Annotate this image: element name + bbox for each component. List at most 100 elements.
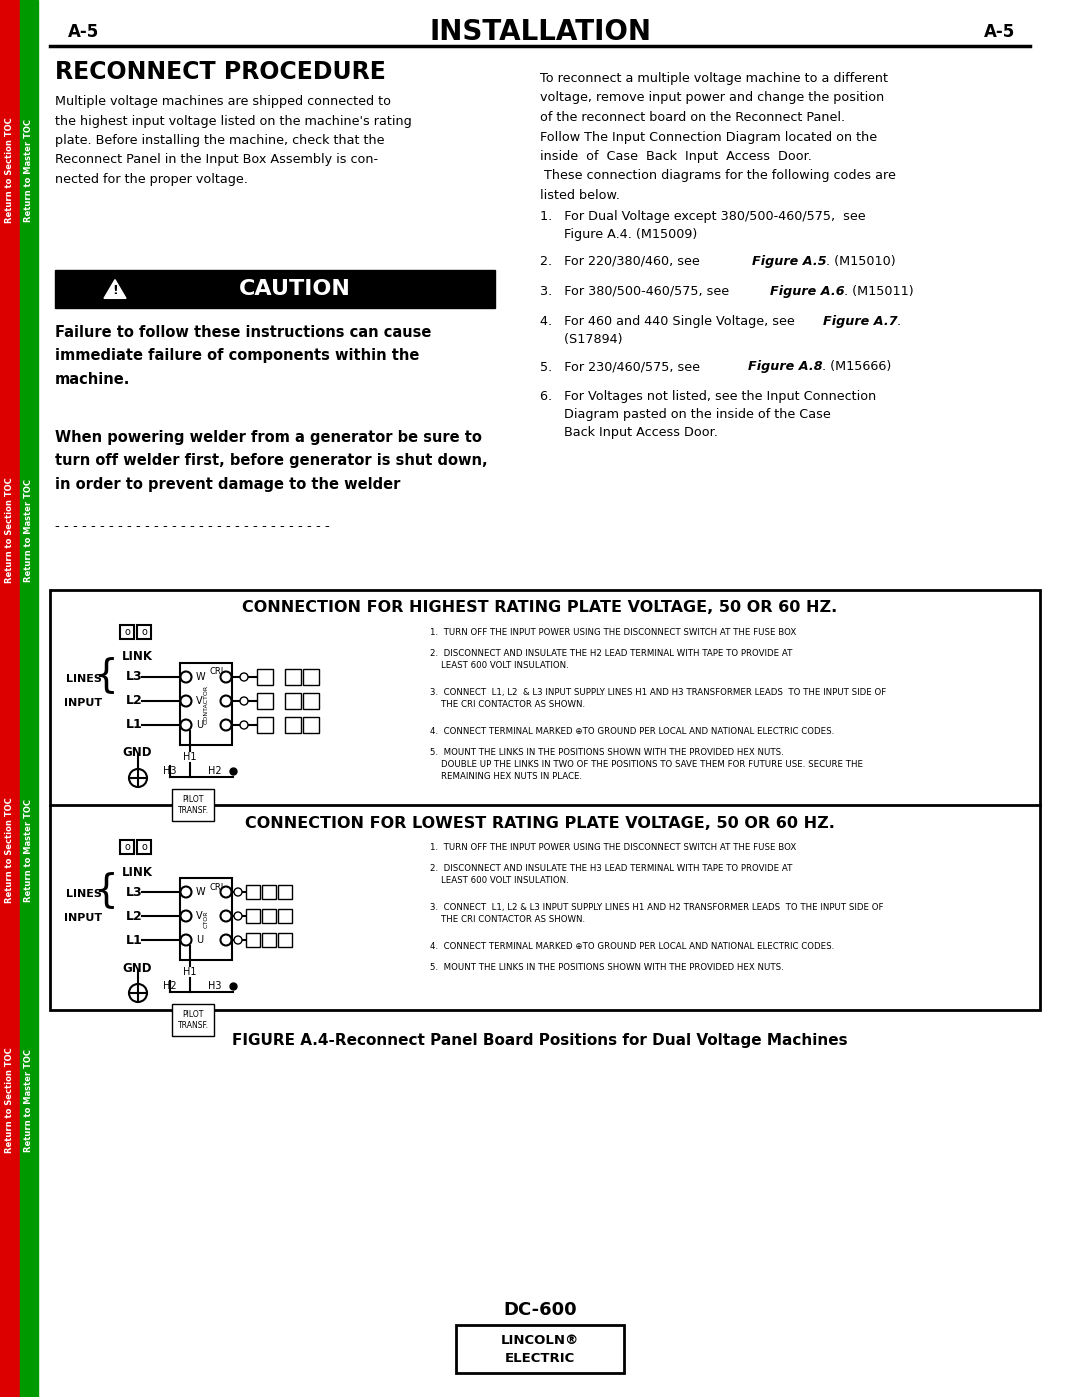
Bar <box>172 1004 214 1037</box>
Bar <box>120 840 134 854</box>
Text: Return to Section TOC: Return to Section TOC <box>5 1048 14 1153</box>
Text: 2.   For 220/380/460, see: 2. For 220/380/460, see <box>540 256 704 268</box>
Bar <box>120 624 134 638</box>
Text: Figure A.8: Figure A.8 <box>748 360 823 373</box>
Text: Figure A.7: Figure A.7 <box>823 314 897 328</box>
Text: A-5: A-5 <box>984 22 1015 41</box>
Bar <box>262 909 276 923</box>
Text: ELECTRIC: ELECTRIC <box>504 1352 576 1365</box>
Bar <box>180 664 232 745</box>
Text: Return to Section TOC: Return to Section TOC <box>5 798 14 902</box>
Text: DC-600: DC-600 <box>503 1301 577 1319</box>
Text: LINES: LINES <box>66 888 102 900</box>
Bar <box>257 693 273 710</box>
Text: - - - - - - - - - - - - - - - - - - - - - - - - - - - - - - -: - - - - - - - - - - - - - - - - - - - - … <box>55 520 329 534</box>
Text: CONTACTOR: CONTACTOR <box>203 685 208 724</box>
Text: L3: L3 <box>126 671 143 683</box>
Text: 4.  CONNECT TERMINAL MARKED ⊕TO GROUND PER LOCAL AND NATIONAL ELECTRIC CODES.: 4. CONNECT TERMINAL MARKED ⊕TO GROUND PE… <box>430 726 834 736</box>
Text: (S17894): (S17894) <box>540 332 622 346</box>
Circle shape <box>180 935 191 946</box>
Bar <box>21 0 38 1397</box>
Text: CONNECTION FOR HIGHEST RATING PLATE VOLTAGE, 50 OR 60 HZ.: CONNECTION FOR HIGHEST RATING PLATE VOLT… <box>242 601 838 616</box>
Text: CTOR: CTOR <box>203 911 208 928</box>
Text: CRI: CRI <box>210 668 225 676</box>
Text: H1: H1 <box>184 967 197 977</box>
Bar <box>0 0 21 1397</box>
Text: H3: H3 <box>163 766 177 775</box>
Circle shape <box>129 983 147 1002</box>
Circle shape <box>220 911 231 922</box>
Text: CRI: CRI <box>210 883 225 891</box>
Circle shape <box>180 672 191 683</box>
Bar <box>246 933 260 947</box>
Text: CONNECTION FOR LOWEST RATING PLATE VOLTAGE, 50 OR 60 HZ.: CONNECTION FOR LOWEST RATING PLATE VOLTA… <box>245 816 835 830</box>
Text: GND: GND <box>122 961 151 975</box>
Text: U: U <box>195 719 203 731</box>
Text: .: . <box>897 314 901 328</box>
Text: 3.   For 380/500-460/575, see: 3. For 380/500-460/575, see <box>540 285 733 298</box>
Text: L1: L1 <box>126 718 143 732</box>
Text: 1.  TURN OFF THE INPUT POWER USING THE DISCONNECT SWITCH AT THE FUSE BOX: 1. TURN OFF THE INPUT POWER USING THE DI… <box>430 629 796 637</box>
Bar <box>456 1324 624 1373</box>
Text: PILOT
TRANSF.: PILOT TRANSF. <box>177 1010 208 1030</box>
Circle shape <box>240 673 248 680</box>
Circle shape <box>240 697 248 705</box>
Bar <box>180 877 232 960</box>
Text: LINK: LINK <box>122 866 153 879</box>
Text: . (M15666): . (M15666) <box>822 360 891 373</box>
Circle shape <box>220 887 231 897</box>
Text: . (M15011): . (M15011) <box>843 285 914 298</box>
Bar <box>278 886 292 900</box>
Text: PILOT
TRANSF.: PILOT TRANSF. <box>177 795 208 814</box>
Bar <box>278 909 292 923</box>
Bar <box>303 693 319 710</box>
Text: INPUT: INPUT <box>64 914 102 923</box>
Text: L1: L1 <box>126 933 143 947</box>
Text: 4.  CONNECT TERMINAL MARKED ⊕TO GROUND PER LOCAL AND NATIONAL ELECTRIC CODES.: 4. CONNECT TERMINAL MARKED ⊕TO GROUND PE… <box>430 942 834 951</box>
Text: {: { <box>93 657 118 694</box>
Circle shape <box>220 696 231 707</box>
Circle shape <box>234 912 242 921</box>
Circle shape <box>180 911 191 922</box>
Text: When powering welder from a generator be sure to
turn off welder first, before g: When powering welder from a generator be… <box>55 430 488 492</box>
Circle shape <box>180 696 191 707</box>
Bar <box>246 886 260 900</box>
Circle shape <box>234 888 242 895</box>
Text: RECONNECT PROCEDURE: RECONNECT PROCEDURE <box>55 60 386 84</box>
Circle shape <box>129 768 147 787</box>
Text: LINES: LINES <box>66 673 102 685</box>
Bar <box>303 717 319 733</box>
Bar <box>172 789 214 821</box>
Text: U: U <box>195 935 203 944</box>
Bar <box>285 717 301 733</box>
Text: 5.  MOUNT THE LINKS IN THE POSITIONS SHOWN WITH THE PROVIDED HEX NUTS.
    DOUBL: 5. MOUNT THE LINKS IN THE POSITIONS SHOW… <box>430 747 863 781</box>
Text: Figure A.4. (M15009): Figure A.4. (M15009) <box>540 228 698 242</box>
Text: W: W <box>195 672 205 682</box>
Text: L2: L2 <box>126 694 143 707</box>
Text: o: o <box>141 627 147 637</box>
Text: 1.   For Dual Voltage except 380/500-460/575,  see: 1. For Dual Voltage except 380/500-460/5… <box>540 210 866 224</box>
Text: !: ! <box>112 284 118 296</box>
Circle shape <box>220 672 231 683</box>
Text: H3: H3 <box>208 981 221 990</box>
Text: INSTALLATION: INSTALLATION <box>429 18 651 46</box>
Text: W: W <box>195 887 205 897</box>
Polygon shape <box>104 279 126 299</box>
Text: H2: H2 <box>163 981 177 990</box>
Bar <box>262 933 276 947</box>
Text: Return to Master TOC: Return to Master TOC <box>25 1049 33 1151</box>
Text: To reconnect a multiple voltage machine to a different
voltage, remove input pow: To reconnect a multiple voltage machine … <box>540 73 896 203</box>
Bar <box>246 909 260 923</box>
Circle shape <box>240 721 248 729</box>
Text: A-5: A-5 <box>68 22 99 41</box>
Text: Return to Section TOC: Return to Section TOC <box>5 117 14 224</box>
Text: Return to Master TOC: Return to Master TOC <box>25 119 33 222</box>
Bar <box>285 693 301 710</box>
Text: Return to Section TOC: Return to Section TOC <box>5 478 14 583</box>
Bar <box>257 717 273 733</box>
Text: o: o <box>141 842 147 852</box>
Text: L2: L2 <box>126 909 143 922</box>
Bar <box>137 624 151 638</box>
Text: 6.   For Voltages not listed, see the Input Connection: 6. For Voltages not listed, see the Inpu… <box>540 390 876 402</box>
Text: CAUTION: CAUTION <box>239 279 351 299</box>
